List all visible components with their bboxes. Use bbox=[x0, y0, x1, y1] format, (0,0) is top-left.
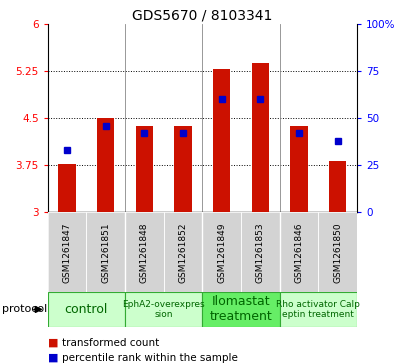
Text: EphA2-overexpres
sion: EphA2-overexpres sion bbox=[122, 300, 205, 319]
Bar bbox=[318, 212, 357, 292]
Bar bbox=[125, 212, 164, 292]
Bar bbox=[125, 292, 202, 327]
Text: ■: ■ bbox=[48, 352, 58, 363]
Bar bbox=[97, 118, 115, 212]
Text: percentile rank within the sample: percentile rank within the sample bbox=[62, 352, 238, 363]
Text: Ilomastat
treatment: Ilomastat treatment bbox=[210, 295, 272, 323]
Bar bbox=[329, 161, 346, 212]
Bar bbox=[280, 292, 357, 327]
Bar bbox=[290, 126, 308, 212]
Title: GDS5670 / 8103341: GDS5670 / 8103341 bbox=[132, 8, 273, 23]
Bar bbox=[48, 292, 125, 327]
Text: GSM1261846: GSM1261846 bbox=[294, 222, 303, 282]
Bar bbox=[251, 62, 269, 212]
Text: GSM1261847: GSM1261847 bbox=[63, 222, 71, 282]
Bar bbox=[86, 212, 125, 292]
Text: ■: ■ bbox=[48, 338, 58, 348]
Bar bbox=[48, 212, 86, 292]
Bar bbox=[202, 212, 241, 292]
Bar bbox=[59, 164, 76, 212]
Bar bbox=[202, 292, 280, 327]
Text: GSM1261852: GSM1261852 bbox=[178, 222, 188, 282]
Text: GSM1261848: GSM1261848 bbox=[140, 222, 149, 282]
Bar bbox=[164, 212, 202, 292]
Bar bbox=[136, 126, 153, 212]
Text: GSM1261851: GSM1261851 bbox=[101, 222, 110, 283]
Text: Rho activator Calp
eptin treatment: Rho activator Calp eptin treatment bbox=[276, 300, 360, 319]
Text: GSM1261849: GSM1261849 bbox=[217, 222, 226, 282]
Bar bbox=[241, 212, 280, 292]
Text: control: control bbox=[65, 303, 108, 316]
Text: GSM1261850: GSM1261850 bbox=[333, 222, 342, 283]
Bar bbox=[174, 126, 192, 212]
Text: GSM1261853: GSM1261853 bbox=[256, 222, 265, 283]
Bar bbox=[280, 212, 318, 292]
Text: protocol: protocol bbox=[2, 305, 47, 314]
Text: transformed count: transformed count bbox=[62, 338, 159, 348]
Bar bbox=[213, 69, 230, 212]
